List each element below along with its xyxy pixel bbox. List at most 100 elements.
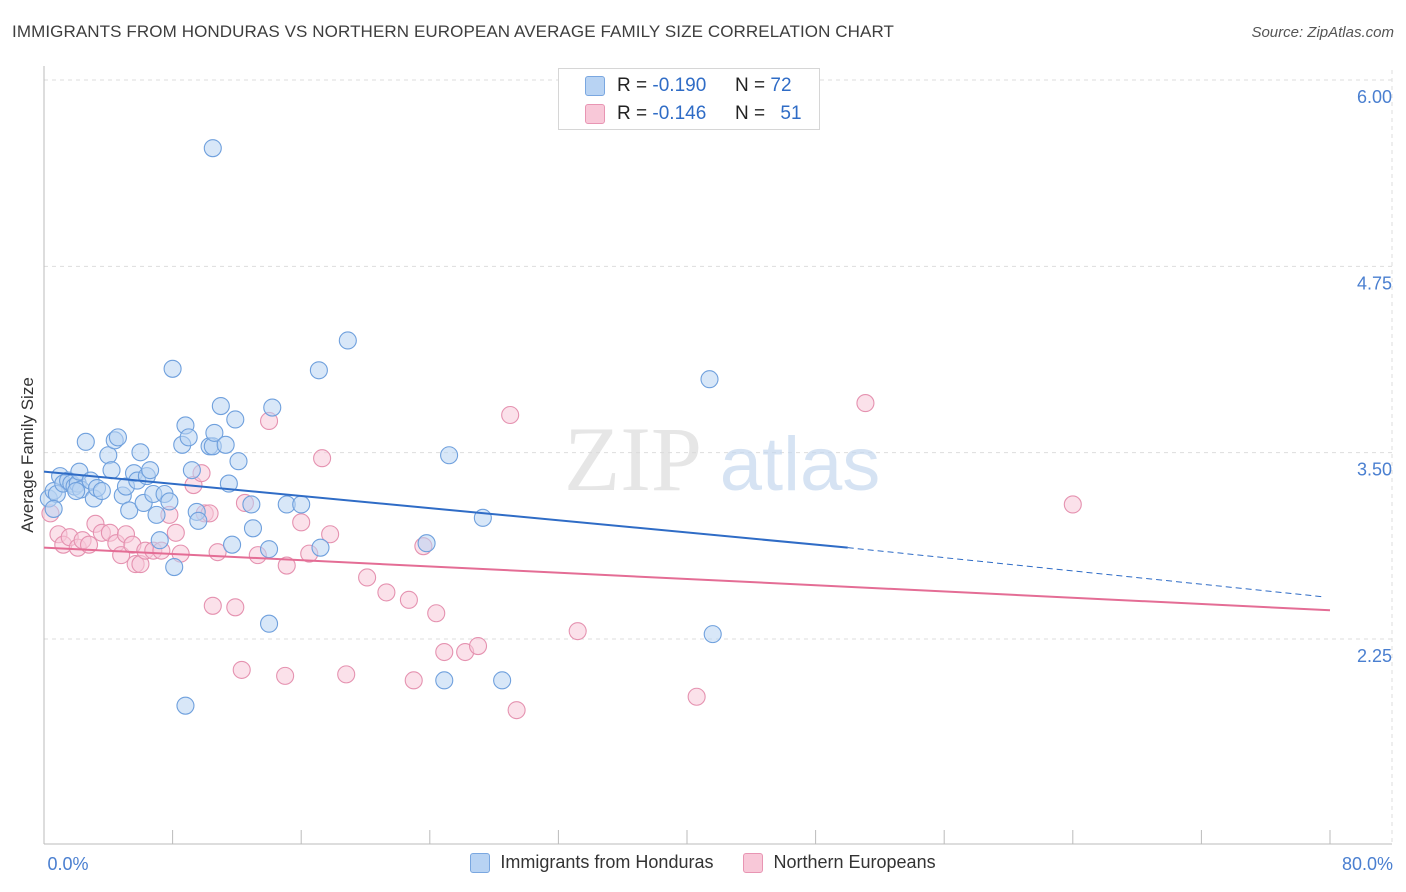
northern-europeans-trend-line (43, 546, 1331, 612)
r-label-northern-europeans: R = -0.146 (617, 103, 706, 125)
n-text: N = (735, 103, 766, 124)
honduras-point (141, 461, 160, 480)
chart-title: IMMIGRANTS FROM HONDURAS VS NORTHERN EUR… (12, 22, 895, 41)
honduras-point (292, 495, 311, 514)
honduras-point (703, 625, 722, 644)
honduras-point (223, 535, 242, 554)
honduras-point (108, 428, 127, 447)
n-label-northern-europeans: N = 51 (735, 103, 802, 125)
legend-label-honduras: Immigrants from Honduras (500, 852, 714, 872)
northern-europeans-point (313, 449, 332, 468)
honduras-point (67, 481, 86, 501)
source-credit: Source: ZipAtlas.com (1251, 24, 1394, 41)
northern-europeans-point (427, 604, 446, 623)
r-text: R = (617, 75, 648, 96)
honduras-point (309, 361, 328, 380)
y-tick-label: 4.75 (1357, 273, 1392, 293)
honduras-point (203, 139, 222, 158)
watermark-atlas: atlas (720, 422, 881, 507)
honduras-point (311, 538, 330, 557)
honduras-point (435, 671, 454, 690)
northern-europeans-point (399, 590, 418, 609)
honduras-point (189, 511, 208, 530)
honduras-point (229, 452, 248, 471)
legend-item-northern-europeans[interactable]: Northern Europeans (743, 852, 936, 873)
northern-europeans-point (292, 513, 311, 532)
n-value-northern-europeans: 51 (780, 103, 802, 124)
honduras-point (211, 397, 230, 416)
n-text: N = (735, 75, 766, 96)
honduras-point (165, 558, 184, 577)
tick-labels: 2.25 3.50 4.75 6.00 0.0% 80.0% (47, 87, 1393, 874)
northern-europeans-point (568, 622, 587, 641)
honduras-point (440, 446, 459, 465)
northern-europeans-point (277, 556, 296, 575)
x-tick-label-min: 0.0% (47, 854, 88, 874)
honduras-point (205, 423, 224, 442)
r-text: R = (617, 103, 648, 124)
honduras-point (243, 519, 263, 538)
legend-swatch-pink (743, 852, 764, 873)
honduras-point (102, 461, 121, 480)
r-label-honduras: R = -0.190 (617, 75, 706, 97)
honduras-point (150, 531, 169, 550)
legend: Immigrants from Honduras Northern Europe… (0, 852, 1406, 873)
honduras-point (226, 410, 245, 429)
northern-europeans-point (276, 666, 295, 685)
northern-europeans-point (232, 660, 251, 679)
honduras-point (44, 499, 63, 518)
honduras-point (700, 370, 719, 389)
x-tick-label-max: 80.0% (1342, 854, 1393, 874)
y-axis-label: Average Family Size (18, 377, 37, 533)
northern-europeans-point (203, 596, 222, 615)
n-label-honduras: N = 72 (735, 75, 792, 97)
watermark: ZIP atlas (564, 408, 880, 510)
northern-europeans-point (321, 525, 340, 544)
honduras-point (163, 359, 182, 378)
y-tick-label: 6.00 (1357, 87, 1392, 107)
honduras-point (179, 428, 198, 447)
northern-europeans-point (1063, 495, 1082, 514)
northern-europeans-point (687, 687, 706, 706)
honduras-point (417, 534, 436, 553)
r-value-northern-europeans: -0.146 (652, 103, 707, 124)
honduras-trend-line (43, 470, 848, 549)
y-tick-label: 2.25 (1357, 646, 1392, 666)
northern-europeans-point (468, 637, 488, 656)
honduras-point (242, 495, 261, 514)
honduras-point (338, 331, 357, 350)
northern-europeans-point (337, 665, 356, 684)
axes (43, 66, 1392, 845)
northern-europeans-point (435, 642, 454, 662)
n-value-honduras: 72 (770, 75, 792, 96)
honduras-point (259, 540, 279, 559)
correlation-stats-box: R = -0.190 N = 72 R = -0.146 N = 51 (558, 68, 820, 130)
honduras-point (182, 461, 201, 480)
honduras-point (176, 696, 195, 715)
northern-europeans-point (856, 394, 875, 413)
watermark-zip: ZIP (564, 408, 702, 510)
northern-europeans-point (377, 583, 396, 602)
honduras-point (259, 614, 279, 633)
r-value-honduras: -0.190 (652, 75, 707, 96)
honduras-point (493, 671, 512, 690)
northern-europeans-point (358, 568, 377, 587)
honduras-point (263, 398, 282, 417)
blue-swatch (585, 76, 605, 96)
honduras-point (147, 505, 166, 524)
northern-europeans-point (404, 671, 423, 690)
northern-europeans-point (226, 598, 245, 617)
northern-europeans-point (166, 523, 185, 542)
northern-europeans-point (501, 405, 520, 425)
honduras-point (216, 435, 235, 454)
northern-europeans-point (507, 701, 526, 720)
legend-swatch-blue (470, 852, 491, 873)
trend-lines (43, 470, 1331, 612)
honduras-point (131, 443, 150, 462)
y-tick-label: 3.50 (1357, 460, 1392, 480)
legend-item-honduras[interactable]: Immigrants from Honduras (470, 852, 713, 873)
northern-europeans-points (41, 394, 1082, 720)
honduras-point (160, 492, 179, 511)
legend-label-northern-europeans: Northern Europeans (773, 852, 936, 872)
